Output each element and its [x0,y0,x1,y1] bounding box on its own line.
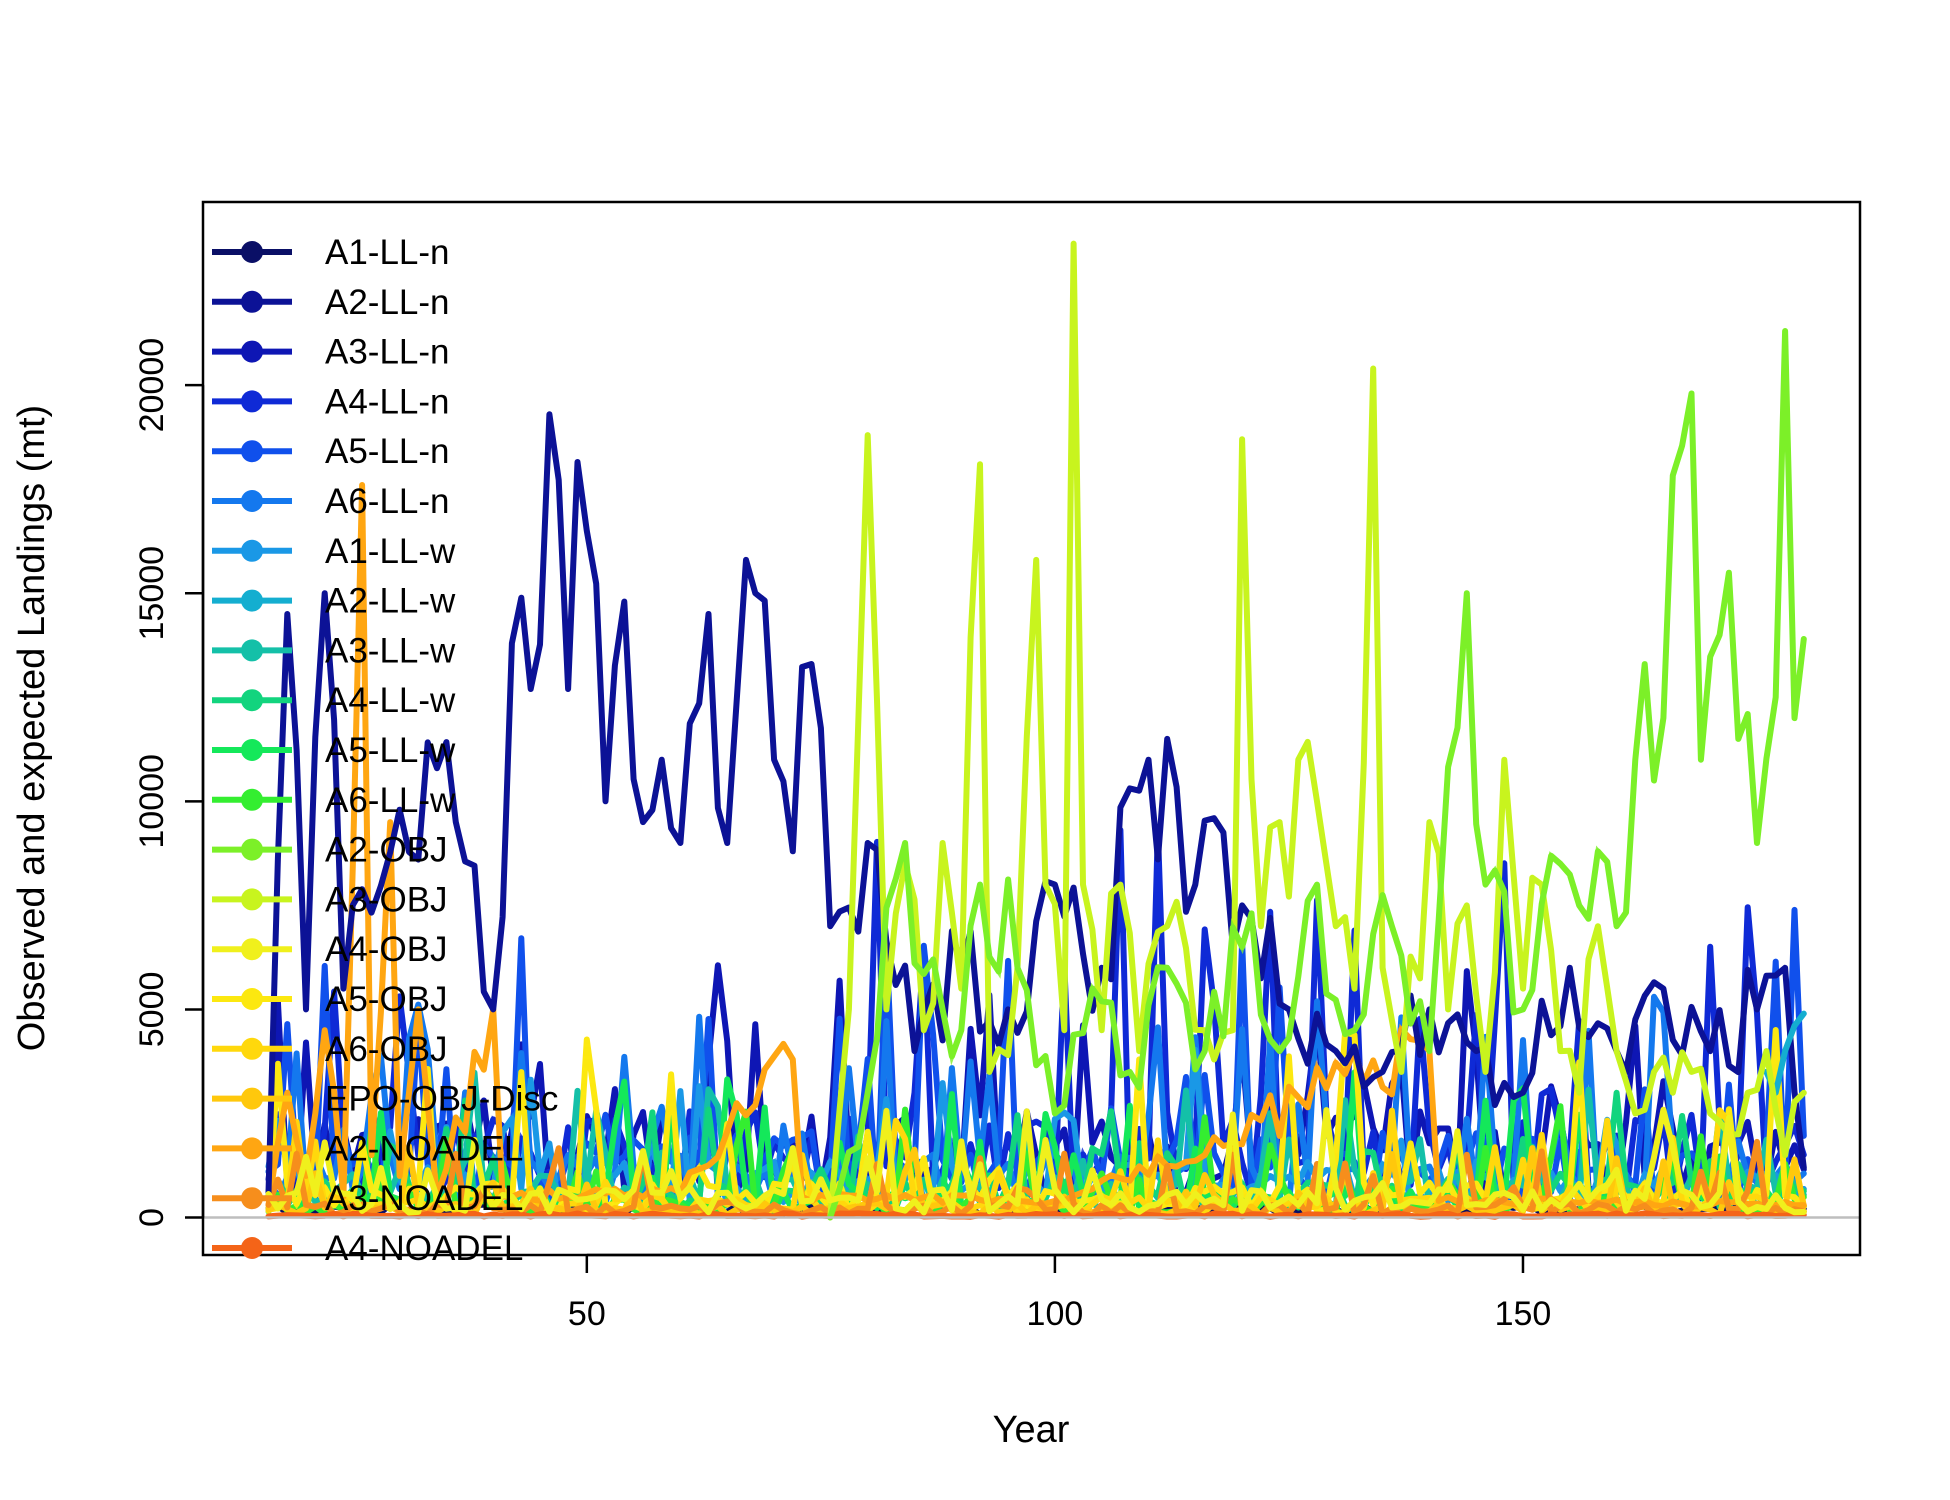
legend-marker-epo-obj-disc [241,1087,263,1110]
series-line-a4-obj [265,1106,1807,1216]
y-tick-label: 10000 [133,754,171,849]
series-line-a2-ll-n [265,411,1807,1196]
legend-marker-a6-obj [241,1037,263,1060]
legend-label-a3-ll-w: A3-LL-w [325,631,456,670]
legend-marker-a5-ll-n [241,440,263,463]
legend-marker-a5-ll-w [241,739,263,761]
legend-label-a3-noadel: A3-NOADEL [325,1179,523,1218]
legend-marker-a4-ll-w [241,689,263,712]
legend-label-a4-ll-w: A4-LL-w [325,681,456,720]
y-axis: 0 5000 10000 15000 20000 [133,338,205,1227]
y-tick-label: 15000 [133,546,171,641]
legend-marker-a3-noadel [241,1187,263,1210]
legend-marker-a6-ll-n [241,490,263,512]
legend-label-a2-ll-n: A2-LL-n [325,283,450,322]
legend-marker-a5-obj [241,988,263,1010]
legend-label-a5-obj: A5-OBJ [325,980,448,1019]
series-expected-a2-noadel [266,484,1804,1210]
legend-marker-a2-noadel [241,1137,263,1160]
legend-label-a3-ll-n: A3-LL-n [325,333,450,372]
y-tick-label: 20000 [133,338,171,433]
legend-label-a3-obj: A3-OBJ [325,880,448,919]
legend-label-epo-obj-disc: EPO-OBJ-Disc [325,1080,558,1119]
legend-label-a4-ll-n: A4-LL-n [325,382,450,421]
x-axis-label: Year [993,1409,1070,1451]
y-axis-label: Observed and expected Landings (mt) [11,405,53,1051]
legend-label-a6-obj: A6-OBJ [325,1030,448,1069]
legend-marker-a6-ll-w [241,788,263,811]
legend-label-a1-ll-n: A1-LL-n [325,233,450,272]
legend-label-a2-obj: A2-OBJ [325,831,448,870]
legend-label-a6-ll-n: A6-LL-n [325,482,450,521]
x-tick-label: 50 [568,1295,606,1333]
series-lines [265,240,1807,1221]
legend-label-a4-obj: A4-OBJ [325,930,448,969]
legend-marker-a4-obj [241,938,263,961]
legend-label-a2-noadel: A2-NOADEL [325,1129,523,1168]
series-line-a3-obj [827,240,1807,1221]
legend-marker-a3-obj [241,888,263,911]
legend-label-a1-ll-w: A1-LL-w [325,532,456,571]
legend-label-a2-ll-w: A2-LL-w [325,582,456,621]
y-tick-label: 5000 [133,972,171,1048]
x-axis: 50 100 150 [568,1253,1552,1333]
legend-marker-a4-noadel [241,1237,263,1259]
legend-marker-a4-ll-n [241,390,263,413]
legend-marker-a2-obj [241,838,263,861]
legend-label-a6-ll-w: A6-LL-w [325,781,456,820]
legend: A1-LL-n A2-LL-n A3-LL-n A4-LL-n A5-LL-n A6-LL… [212,233,558,1268]
series-line-a4-noadel [265,1210,1807,1220]
legend-label-a5-ll-w: A5-LL-w [325,731,456,770]
legend-marker-a1-ll-w [241,539,263,562]
legend-marker-a3-ll-w [241,639,263,662]
x-tick-label: 100 [1027,1295,1084,1333]
legend-marker-a3-ll-n [241,340,263,363]
series-expected-a2-obj [827,330,1807,1219]
legend-marker-a2-ll-w [241,589,263,612]
legend-label-a5-ll-n: A5-LL-n [325,432,450,471]
legend-marker-a2-ll-n [241,290,263,313]
legend-label-a4-noadel: A4-NOADEL [325,1229,523,1268]
y-tick-label: 0 [133,1208,171,1227]
x-tick-label: 150 [1495,1295,1552,1333]
legend-marker-a1-ll-n [241,241,263,263]
